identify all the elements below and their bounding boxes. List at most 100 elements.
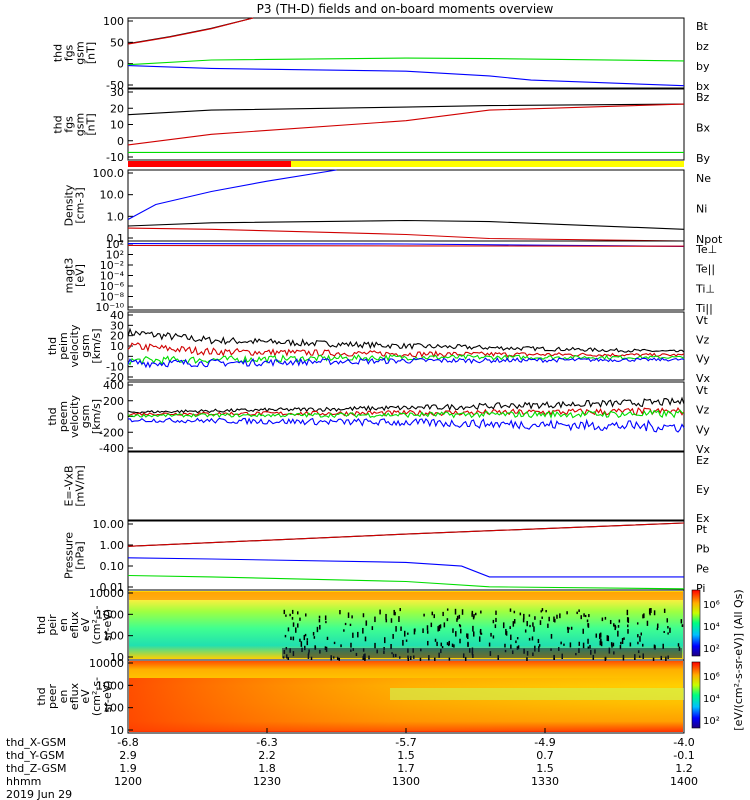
y-tick-label: -50 <box>106 79 124 92</box>
spectrogram-band <box>129 592 683 600</box>
y-tick-label: 400 <box>103 379 124 392</box>
panel-frame <box>127 520 685 591</box>
spectrogram-noise <box>563 643 565 646</box>
colorbar-tick: 10² <box>703 644 720 655</box>
panel-frame <box>127 169 685 242</box>
panel-frame <box>127 240 685 311</box>
y-gsm-label: 0.7 <box>536 749 554 762</box>
spectrogram-noise <box>374 616 376 623</box>
y-axis-label: sr-eV) <box>101 609 114 641</box>
spectrogram-noise <box>617 625 620 628</box>
legend-entry: Vy <box>696 423 710 436</box>
spectrogram-noise <box>583 613 585 617</box>
spectrogram-noise <box>578 609 580 613</box>
spectrogram-noise <box>629 642 632 647</box>
spectrogram-noise <box>374 642 376 649</box>
y-gsm-label: 1.5 <box>397 749 415 762</box>
y-axis-label: fgs <box>63 116 76 133</box>
y-axis-label: [eV] <box>74 264 87 287</box>
y-tick-label: -10 <box>106 151 124 164</box>
spectrogram-hot <box>129 678 683 731</box>
y-tick-label: 20 <box>110 330 124 343</box>
spectrogram-noise <box>609 619 612 625</box>
colorbar-tick: 10⁴ <box>703 694 720 705</box>
spectrogram-noise <box>504 643 506 648</box>
spectrogram-noise <box>299 638 301 642</box>
spectrogram-noise <box>509 626 511 630</box>
y-gsm-label: 2.9 <box>119 749 137 762</box>
spectrogram-noise <box>326 636 329 641</box>
spectrogram-noise <box>290 636 292 641</box>
spectrogram-noise <box>456 618 458 622</box>
spectrogram-noise <box>446 608 449 611</box>
spectrogram-noise <box>653 610 656 616</box>
y-tick-label: 0 <box>117 135 124 148</box>
y-axis-label: eflux <box>68 611 81 639</box>
spectrogram-noise <box>587 646 590 649</box>
colorbar-tick: 10⁶ <box>703 672 720 683</box>
legend-entry: Ez <box>696 454 709 467</box>
spectrogram-noise <box>471 610 474 615</box>
spectrogram-noise <box>599 632 602 638</box>
y-tick-label: 10² <box>106 249 124 262</box>
spectrogram-noise <box>566 626 569 630</box>
series-Vz <box>127 407 685 417</box>
y-axis-label: [km/s] <box>90 399 103 434</box>
spectrogram-noise <box>642 614 644 619</box>
footer-label: 2019 Jun 29 <box>6 788 72 800</box>
y-axis-label: peer <box>46 684 59 710</box>
spectrogram-noise <box>338 657 341 661</box>
y-axis-label: [km/s] <box>90 328 103 363</box>
series-Vt <box>127 396 685 414</box>
panel-3: 100.0 10.0 1.0 0.1 Density[cm-3] Ne Ni Npot <box>63 167 723 246</box>
spectrogram-noise <box>667 632 669 635</box>
spectrogram-noise <box>303 635 306 641</box>
spectrogram-noise <box>433 614 435 619</box>
footer-label: thd_X-GSM <box>6 736 66 749</box>
spectrogram-noise <box>617 630 619 637</box>
spectrogram-noise <box>490 632 492 637</box>
spectrogram-noise <box>550 633 553 639</box>
legend-entry: by <box>696 60 710 73</box>
series-Pi <box>127 557 684 578</box>
spectrogram-noise <box>621 638 624 644</box>
spectrogram-noise <box>586 619 589 623</box>
y-tick-label: 200 <box>103 395 124 408</box>
y-tick-label: 100.0 <box>93 167 125 180</box>
hhmm-label: 1400 <box>670 775 698 788</box>
legend-entry: bx <box>696 80 710 93</box>
spectrogram-noise <box>680 619 683 624</box>
series-Vy <box>127 409 685 420</box>
spectrogram-noise <box>304 645 306 651</box>
y-axis-label: eflux <box>68 682 81 710</box>
spectrogram-noise <box>568 627 570 630</box>
z-gsm-label: 1.9 <box>119 762 137 775</box>
footer-label: thd_Z-GSM <box>6 762 66 775</box>
spectrogram-noise <box>627 629 629 634</box>
spectrogram-noise <box>619 645 622 650</box>
spectrogram-noise <box>395 626 397 632</box>
spectrogram-noise <box>589 644 591 649</box>
spectrogram-noise <box>541 608 544 612</box>
y-axis-label: velocity <box>68 324 81 367</box>
spectrogram-noise <box>305 613 307 617</box>
spectrogram-noise <box>478 636 481 642</box>
spectrogram-noise <box>580 615 582 620</box>
legend-entry: Pb <box>696 543 710 556</box>
legend-entry: Vy <box>696 353 710 366</box>
y-axis-label: peir <box>46 614 59 636</box>
y-tick-label: 0.10 <box>100 560 125 573</box>
spectrogram-noise <box>599 640 602 646</box>
spectrogram-noise <box>423 613 425 617</box>
spectrogram-noise <box>284 634 287 638</box>
spectrogram-noise <box>347 612 350 618</box>
spectrogram-noise <box>285 614 287 617</box>
spectrogram-noise <box>513 619 516 624</box>
spectrogram-noise <box>529 624 531 628</box>
series-bx <box>127 65 685 87</box>
spectrogram-noise <box>312 631 315 636</box>
legend-entry: bz <box>696 40 709 53</box>
spectrogram-noise <box>480 610 482 614</box>
y-tick-label: -20 <box>106 371 124 384</box>
